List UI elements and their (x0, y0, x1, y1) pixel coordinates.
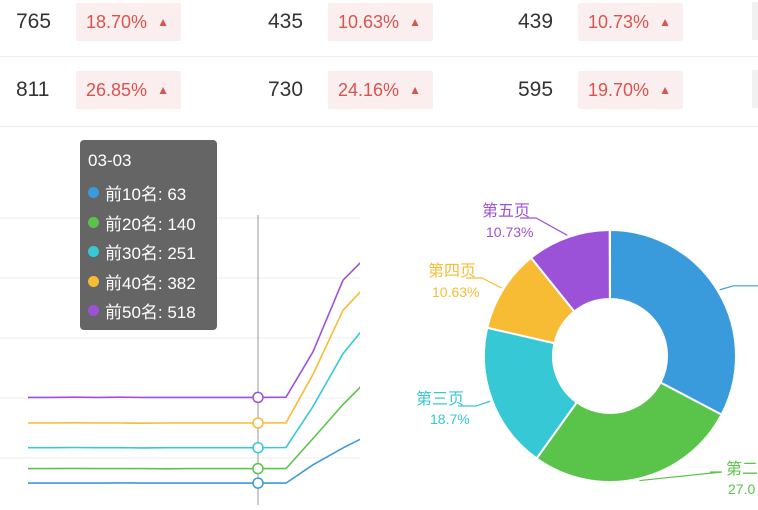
stat-percent: 24.16% (338, 79, 400, 100)
hover-point (252, 391, 264, 404)
stat-percent: 10.63% (338, 11, 400, 32)
line-chart[interactable] (0, 130, 360, 510)
donut-slice[interactable] (529, 228, 611, 313)
series-line (28, 438, 360, 484)
series-line (28, 261, 360, 399)
stat-count: 435 (268, 10, 304, 33)
donut-chart[interactable]: 第五页 10.73% 第四页 10.63% 第三页 18.7% 第二 27.0 (370, 190, 758, 510)
stat-count: 730 (268, 78, 304, 101)
up-triangle-icon: ▲ (659, 15, 671, 29)
stat-badge-edge (752, 70, 758, 108)
stat-percent-badge: 24.16% ▲ (328, 71, 433, 109)
stat-percent-badge: 18.70% ▲ (76, 3, 181, 41)
hover-point (252, 462, 264, 475)
legend-dot-icon (88, 187, 99, 199)
legend-dot-icon (88, 275, 99, 287)
series-line (28, 386, 360, 470)
up-triangle-icon: ▲ (659, 83, 671, 97)
hover-point (252, 417, 264, 429)
up-triangle-icon: ▲ (157, 15, 169, 29)
up-triangle-icon: ▲ (409, 83, 421, 97)
legend-dot-icon (88, 216, 99, 228)
label-leader-line (458, 400, 491, 407)
tooltip-item-label: 前40名: 382 (105, 273, 196, 293)
legend-dot-icon (88, 246, 99, 258)
stat-percent-badge: 10.73% ▲ (578, 3, 683, 41)
slice-label-name: 第五页 (482, 202, 530, 220)
stats-row: 765 18.70% ▲ 435 10.63% ▲ 439 10.73% ▲ (0, 0, 758, 57)
stat-percent: 10.73% (588, 11, 650, 32)
stat-badge-edge (752, 2, 758, 40)
tooltip-item: 前40名: 382 (88, 267, 209, 297)
hover-point (252, 441, 264, 454)
label-leader-line (719, 285, 758, 291)
tooltip-item: 前20名: 140 (88, 208, 209, 238)
slice-label-value: 10.73% (486, 224, 533, 240)
tooltip-item-label: 前30名: 251 (105, 244, 196, 264)
hover-point (252, 477, 264, 489)
tooltip-item: 前30名: 251 (88, 237, 209, 267)
stat-count: 595 (518, 78, 554, 101)
slice-label-name: 第四页 (428, 262, 476, 280)
legend-dot-icon (88, 305, 99, 317)
stat-cell: 765 18.70% ▲ (16, 2, 181, 42)
tooltip-item: 前50名: 518 (88, 296, 209, 326)
donut-slice[interactable] (609, 228, 737, 416)
chart-tooltip: 03-03 前10名: 63 前20名: 140 前30名: 251 前40名:… (80, 140, 217, 330)
slice-label-name: 第三页 (416, 390, 464, 408)
donut-slice[interactable] (483, 326, 579, 460)
stat-cell: 435 10.63% ▲ (268, 2, 433, 42)
stat-count: 811 (16, 78, 50, 101)
stat-count: 439 (518, 10, 554, 33)
series-line (28, 331, 360, 449)
slice-label-value: 18.7% (430, 411, 470, 427)
label-leader-line (520, 217, 568, 236)
tooltip-item: 前10名: 63 (88, 178, 209, 208)
label-leader-line (639, 471, 723, 482)
slice-label-name: 第二 (726, 460, 758, 478)
stat-percent-badge: 19.70% ▲ (578, 71, 683, 109)
up-triangle-icon: ▲ (409, 15, 421, 29)
stat-cell: 595 19.70% ▲ (518, 70, 683, 110)
stat-cell: 730 24.16% ▲ (268, 70, 433, 110)
stat-percent-badge: 26.85% ▲ (76, 71, 181, 109)
stat-percent: 26.85% (86, 79, 148, 100)
stat-percent-badge: 10.63% ▲ (328, 3, 433, 41)
stats-row: 811 26.85% ▲ 730 24.16% ▲ 595 19.70% ▲ (0, 57, 758, 127)
tooltip-item-label: 前10名: 63 (105, 185, 187, 205)
stat-cell: 811 26.85% ▲ (16, 70, 181, 110)
slice-label-value: 27.0 (728, 481, 755, 497)
donut-slice[interactable] (535, 381, 723, 483)
stat-cell: 439 10.73% ▲ (518, 2, 683, 42)
stat-percent: 18.70% (86, 11, 148, 32)
tooltip-item-label: 前50名: 518 (105, 303, 196, 323)
tooltip-item-label: 前20名: 140 (105, 214, 196, 234)
tooltip-title: 03-03 (88, 151, 132, 170)
stat-percent: 19.70% (588, 79, 650, 100)
stat-count: 765 (16, 10, 52, 33)
slice-label-value: 10.63% (432, 284, 479, 300)
series-line (28, 290, 360, 425)
up-triangle-icon: ▲ (157, 83, 169, 97)
label-leader-line (466, 277, 502, 289)
